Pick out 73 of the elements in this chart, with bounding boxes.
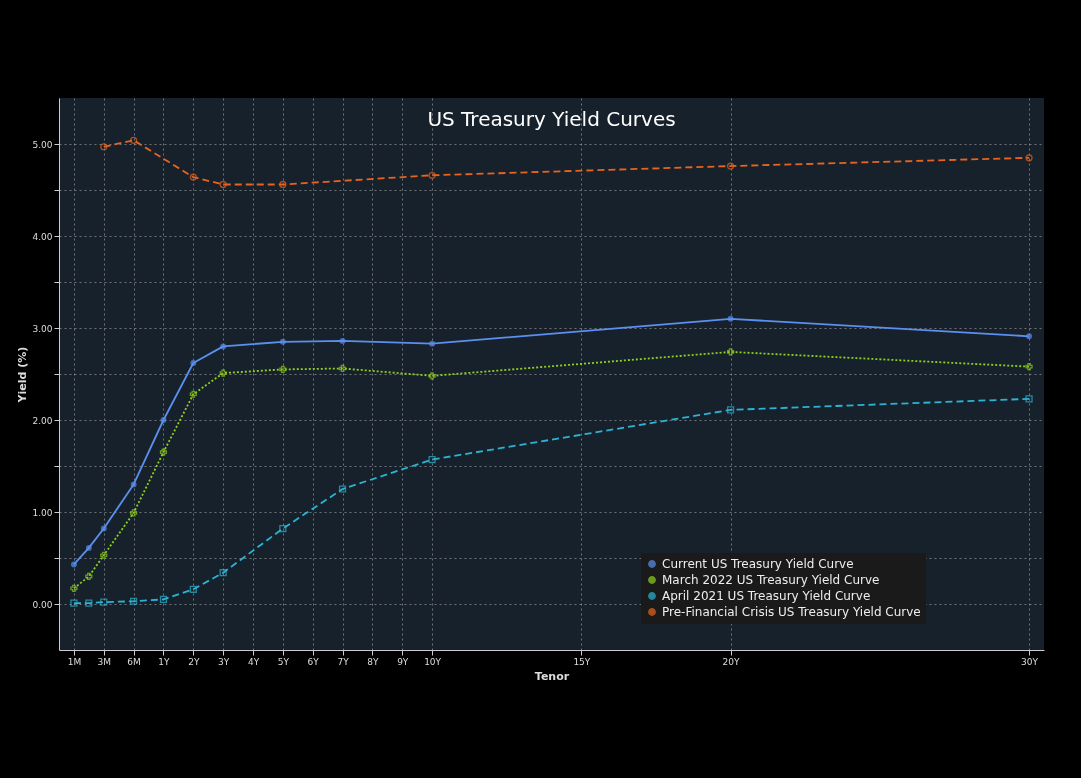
point: [70, 599, 78, 607]
point: [100, 598, 108, 606]
point: [70, 584, 78, 592]
x-tick-label: 5Y: [277, 656, 290, 667]
point: [130, 597, 138, 605]
point: [85, 572, 93, 581]
legend-label: Pre-Financial Crisis US Treasury Yield Curve: [662, 605, 921, 619]
point: [159, 448, 168, 456]
x-tick-label: 20Y: [722, 656, 741, 667]
point: [338, 364, 347, 373]
x-tick-label: 1M: [67, 656, 82, 667]
point: [726, 348, 735, 356]
x-tick-label: 3M: [97, 656, 112, 667]
point: [100, 551, 108, 559]
point: [85, 599, 93, 607]
point: [428, 372, 436, 380]
x-tick-label: 4Y: [247, 656, 260, 667]
x-tick-label: 2Y: [188, 656, 200, 667]
point: [338, 485, 347, 493]
point: [727, 315, 734, 322]
point: [1025, 363, 1033, 371]
point: [726, 406, 735, 414]
point: [219, 369, 227, 377]
x-tick-label: 6Y: [307, 656, 320, 667]
point: [219, 569, 227, 577]
x-tick-label: 8Y: [367, 656, 380, 667]
point: [160, 417, 167, 423]
point: [726, 162, 735, 170]
x-tick-label: 30Y: [1021, 656, 1039, 667]
point: [279, 180, 287, 189]
point: [219, 180, 227, 189]
point: [100, 143, 108, 151]
point: [1025, 395, 1033, 403]
x-tick-label: 7Y: [337, 656, 350, 667]
point: [85, 544, 92, 551]
point: [428, 171, 436, 179]
x-tick-label: 15Y: [573, 656, 591, 667]
y-tick-label: 5.00: [32, 139, 53, 150]
legend-label: March 2022 US Treasury Yield Curve: [662, 573, 880, 587]
text: US Treasury Yield Curves: [427, 107, 676, 131]
x-tick-label: 3Y: [218, 656, 230, 667]
x-tick-label: 6M: [127, 656, 141, 667]
point: [1026, 333, 1033, 340]
point: [189, 173, 197, 181]
point: [279, 365, 287, 374]
x-tick-label: 10Y: [424, 656, 442, 667]
point: [189, 390, 197, 398]
x-tick-label: 1Y: [158, 656, 171, 667]
point: [130, 481, 137, 488]
point: [428, 455, 436, 464]
y-tick-label: 2.00: [32, 415, 53, 426]
point: [100, 525, 107, 532]
point: [279, 338, 286, 345]
x-tick-label: 9Y: [397, 656, 409, 667]
point: [429, 340, 436, 347]
point: [189, 585, 197, 593]
point: [220, 343, 227, 350]
point: [279, 524, 287, 533]
y-tick-label: 3.00: [32, 323, 53, 334]
point: [159, 595, 168, 604]
y-tick-label: 4.00: [32, 231, 53, 242]
legend-label: April 2021 US Treasury Yield Curve: [662, 589, 871, 603]
point: [339, 337, 346, 344]
point: [1025, 154, 1033, 162]
y-tick-label: 0.00: [32, 599, 53, 610]
point: [130, 509, 138, 517]
legend-label: Current US Treasury Yield Curve: [662, 557, 854, 571]
x-axis-title: Tenor: [534, 669, 570, 683]
point: [130, 136, 138, 144]
point: [190, 360, 197, 366]
y-tick-label: 1.00: [32, 507, 53, 518]
point: [70, 561, 77, 568]
y-axis-title: Yield (%): [16, 346, 30, 404]
